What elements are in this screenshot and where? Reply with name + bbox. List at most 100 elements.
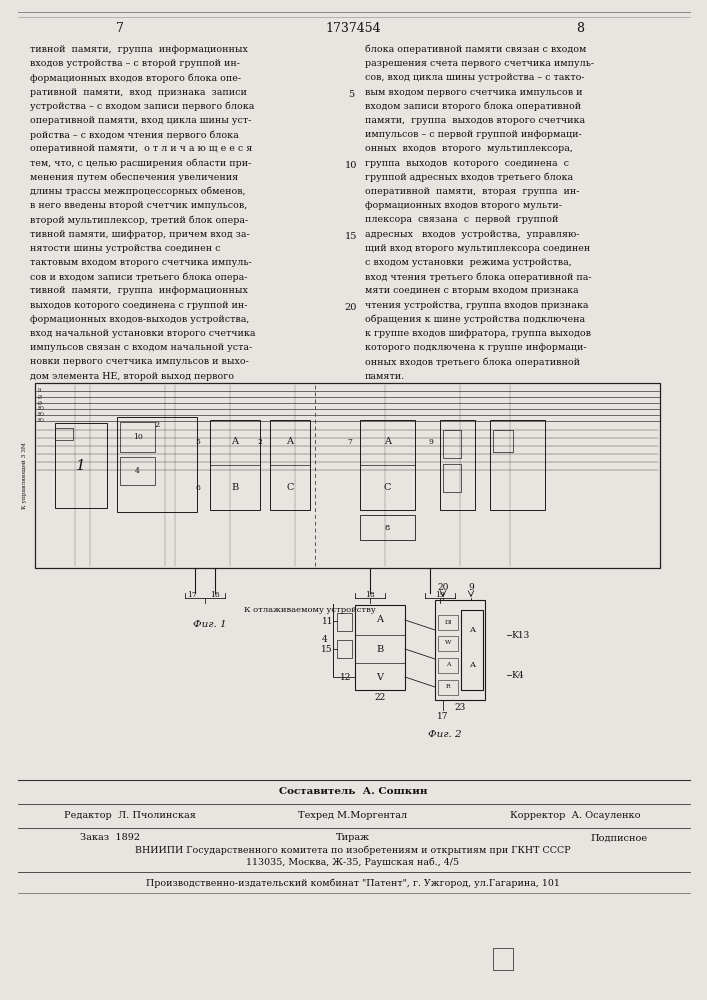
Text: оперативной памяти,  о т л и ч а ю щ е е с я: оперативной памяти, о т л и ч а ю щ е е … bbox=[30, 144, 252, 153]
Text: Ø: Ø bbox=[38, 400, 42, 406]
Bar bbox=[438, 658, 458, 673]
Text: R: R bbox=[445, 684, 450, 690]
Text: 1: 1 bbox=[76, 458, 86, 473]
Text: 9: 9 bbox=[428, 438, 433, 446]
Text: формационных входов второго блока опе-: формационных входов второго блока опе- bbox=[30, 73, 241, 83]
Text: A: A bbox=[286, 438, 293, 446]
Text: тивной  памяти,  группа  информационных: тивной памяти, группа информационных bbox=[30, 286, 248, 295]
Text: C: C bbox=[286, 484, 293, 492]
Bar bbox=[438, 680, 458, 695]
Text: с входом установки  режима устройства,: с входом установки режима устройства, bbox=[365, 258, 572, 267]
Text: 1737454: 1737454 bbox=[325, 21, 381, 34]
Text: нятости шины устройства соединен с: нятости шины устройства соединен с bbox=[30, 244, 221, 253]
Text: 18: 18 bbox=[365, 591, 375, 599]
Text: 8: 8 bbox=[576, 21, 584, 34]
Text: 17: 17 bbox=[187, 591, 197, 599]
Text: 8: 8 bbox=[385, 524, 390, 532]
Text: менения путем обеспечения увеличения: менения путем обеспечения увеличения bbox=[30, 173, 238, 182]
Text: 23: 23 bbox=[455, 704, 466, 712]
Bar bbox=[337, 640, 352, 658]
Text: B: B bbox=[376, 645, 384, 654]
Text: мяти соединен с вторым входом признака: мяти соединен с вторым входом признака bbox=[365, 286, 578, 295]
Bar bbox=[493, 430, 513, 452]
Text: 15: 15 bbox=[322, 645, 333, 654]
Text: устройства – с входом записи первого блока: устройства – с входом записи первого бло… bbox=[30, 102, 255, 111]
Text: 11: 11 bbox=[322, 617, 333, 626]
Text: 113035, Москва, Ж-35, Раушская наб., 4/5: 113035, Москва, Ж-35, Раушская наб., 4/5 bbox=[247, 857, 460, 867]
Text: Ю: Ю bbox=[38, 412, 44, 418]
Text: группой адресных входов третьего блока: группой адресных входов третьего блока bbox=[365, 173, 573, 182]
Text: 17: 17 bbox=[437, 712, 449, 721]
Text: входом записи второго блока оперативной: входом записи второго блока оперативной bbox=[365, 102, 581, 111]
Text: вход чтения третьего блока оперативной па-: вход чтения третьего блока оперативной п… bbox=[365, 272, 592, 282]
Text: в него введены второй счетчик импульсов,: в него введены второй счетчик импульсов, bbox=[30, 201, 247, 210]
Text: импульсов связан с входом начальной уста-: импульсов связан с входом начальной уста… bbox=[30, 343, 252, 352]
Text: Корректор  А. Осауленко: Корректор А. Осауленко bbox=[510, 812, 641, 820]
Text: адресных   входов  устройства,  управляю-: адресных входов устройства, управляю- bbox=[365, 230, 580, 239]
Text: A: A bbox=[377, 615, 383, 624]
Text: 5: 5 bbox=[195, 438, 200, 446]
Text: Тираж: Тираж bbox=[336, 834, 370, 842]
Text: тактовым входом второго счетчика импуль-: тактовым входом второго счетчика импуль- bbox=[30, 258, 252, 267]
Text: группа  выходов  которого  соединена  с: группа выходов которого соединена с bbox=[365, 159, 569, 168]
Text: 20: 20 bbox=[438, 583, 449, 592]
Text: K13: K13 bbox=[511, 631, 530, 640]
Text: блока оперативной памяти связан с входом: блока оперативной памяти связан с входом bbox=[365, 45, 586, 54]
Text: вход начальной установки второго счетчика: вход начальной установки второго счетчик… bbox=[30, 329, 255, 338]
Bar bbox=[355, 605, 405, 690]
Text: 5: 5 bbox=[348, 90, 354, 99]
Text: Фиг. 1: Фиг. 1 bbox=[193, 620, 227, 629]
Text: A: A bbox=[445, 662, 450, 668]
Text: дом элемента НЕ, второй выход первого: дом элемента НЕ, второй выход первого bbox=[30, 372, 234, 381]
Text: Редактор  Л. Пчолинская: Редактор Л. Пчолинская bbox=[64, 812, 196, 820]
Text: онных  входов  второго  мультиплексора,: онных входов второго мультиплексора, bbox=[365, 144, 573, 153]
Text: тивной  памяти,  группа  информационных: тивной памяти, группа информационных bbox=[30, 45, 248, 54]
Text: 9: 9 bbox=[38, 388, 41, 393]
Text: памяти,  группа  выходов второго счетчика: памяти, группа выходов второго счетчика bbox=[365, 116, 585, 125]
Text: A: A bbox=[469, 626, 475, 634]
Text: которого подключена к группе информаци-: которого подключена к группе информаци- bbox=[365, 343, 587, 352]
Text: ройства – с входом чтения первого блока: ройства – с входом чтения первого блока bbox=[30, 130, 239, 140]
Text: 9: 9 bbox=[468, 583, 474, 592]
Text: Ø: Ø bbox=[38, 394, 42, 399]
Text: плексора  связана  с  первой  группой: плексора связана с первой группой bbox=[365, 215, 559, 224]
Text: входов устройства – с второй группой ин-: входов устройства – с второй группой ин- bbox=[30, 59, 240, 68]
Bar bbox=[360, 515, 415, 540]
Text: новки первого счетчика импульсов и выхо-: новки первого счетчика импульсов и выхо- bbox=[30, 357, 249, 366]
Text: W: W bbox=[445, 641, 451, 646]
Bar bbox=[440, 420, 475, 510]
Text: длины трассы межпроцессорных обменов,: длины трассы межпроцессорных обменов, bbox=[30, 187, 245, 196]
Text: к группе входов шифратора, группа выходов: к группе входов шифратора, группа выходо… bbox=[365, 329, 591, 338]
Text: сов, вход цикла шины устройства – с такто-: сов, вход цикла шины устройства – с такт… bbox=[365, 73, 585, 82]
Bar bbox=[493, 948, 513, 970]
Text: выходов которого соединена с группой ин-: выходов которого соединена с группой ин- bbox=[30, 301, 247, 310]
Text: вым входом первого счетчика импульсов и: вым входом первого счетчика импульсов и bbox=[365, 88, 583, 97]
Text: обращения к шине устройства подключена: обращения к шине устройства подключена bbox=[365, 315, 585, 324]
Bar bbox=[461, 610, 483, 690]
Text: Производственно-издательский комбинат "Патент", г. Ужгород, ул.Гагарина, 101: Производственно-издательский комбинат "П… bbox=[146, 878, 560, 888]
Text: Фиг. 2: Фиг. 2 bbox=[428, 730, 462, 739]
Text: Заказ  1892: Заказ 1892 bbox=[80, 834, 140, 842]
Text: 12: 12 bbox=[339, 672, 351, 682]
Text: 4: 4 bbox=[135, 467, 140, 475]
Text: 16: 16 bbox=[210, 591, 220, 599]
Text: ВНИИПИ Государственного комитета по изобретениям и открытиям при ГКНТ СССР: ВНИИПИ Государственного комитета по изоб… bbox=[135, 845, 571, 855]
Bar bbox=[337, 613, 352, 631]
Text: Составитель  А. Сошкин: Составитель А. Сошкин bbox=[279, 788, 427, 796]
Text: A: A bbox=[469, 661, 475, 669]
Text: A: A bbox=[231, 438, 238, 446]
Bar bbox=[55, 428, 73, 440]
Text: Подписное: Подписное bbox=[590, 834, 647, 842]
Bar bbox=[438, 615, 458, 630]
Text: сов и входом записи третьего блока опера-: сов и входом записи третьего блока опера… bbox=[30, 272, 247, 282]
Text: 19: 19 bbox=[435, 591, 445, 599]
Text: чтения устройства, группа входов признака: чтения устройства, группа входов признак… bbox=[365, 301, 588, 310]
Text: ративной  памяти,  вход  признака  записи: ративной памяти, вход признака записи bbox=[30, 88, 247, 97]
Text: 2: 2 bbox=[257, 438, 262, 446]
Text: 7: 7 bbox=[116, 21, 124, 34]
Bar bbox=[117, 417, 197, 512]
Text: второй мультиплексор, третий блок опера-: второй мультиплексор, третий блок опера- bbox=[30, 215, 248, 225]
Text: K4: K4 bbox=[511, 670, 524, 680]
Text: Техред М.Моргентал: Техред М.Моргентал bbox=[298, 812, 407, 820]
Bar bbox=[438, 636, 458, 651]
